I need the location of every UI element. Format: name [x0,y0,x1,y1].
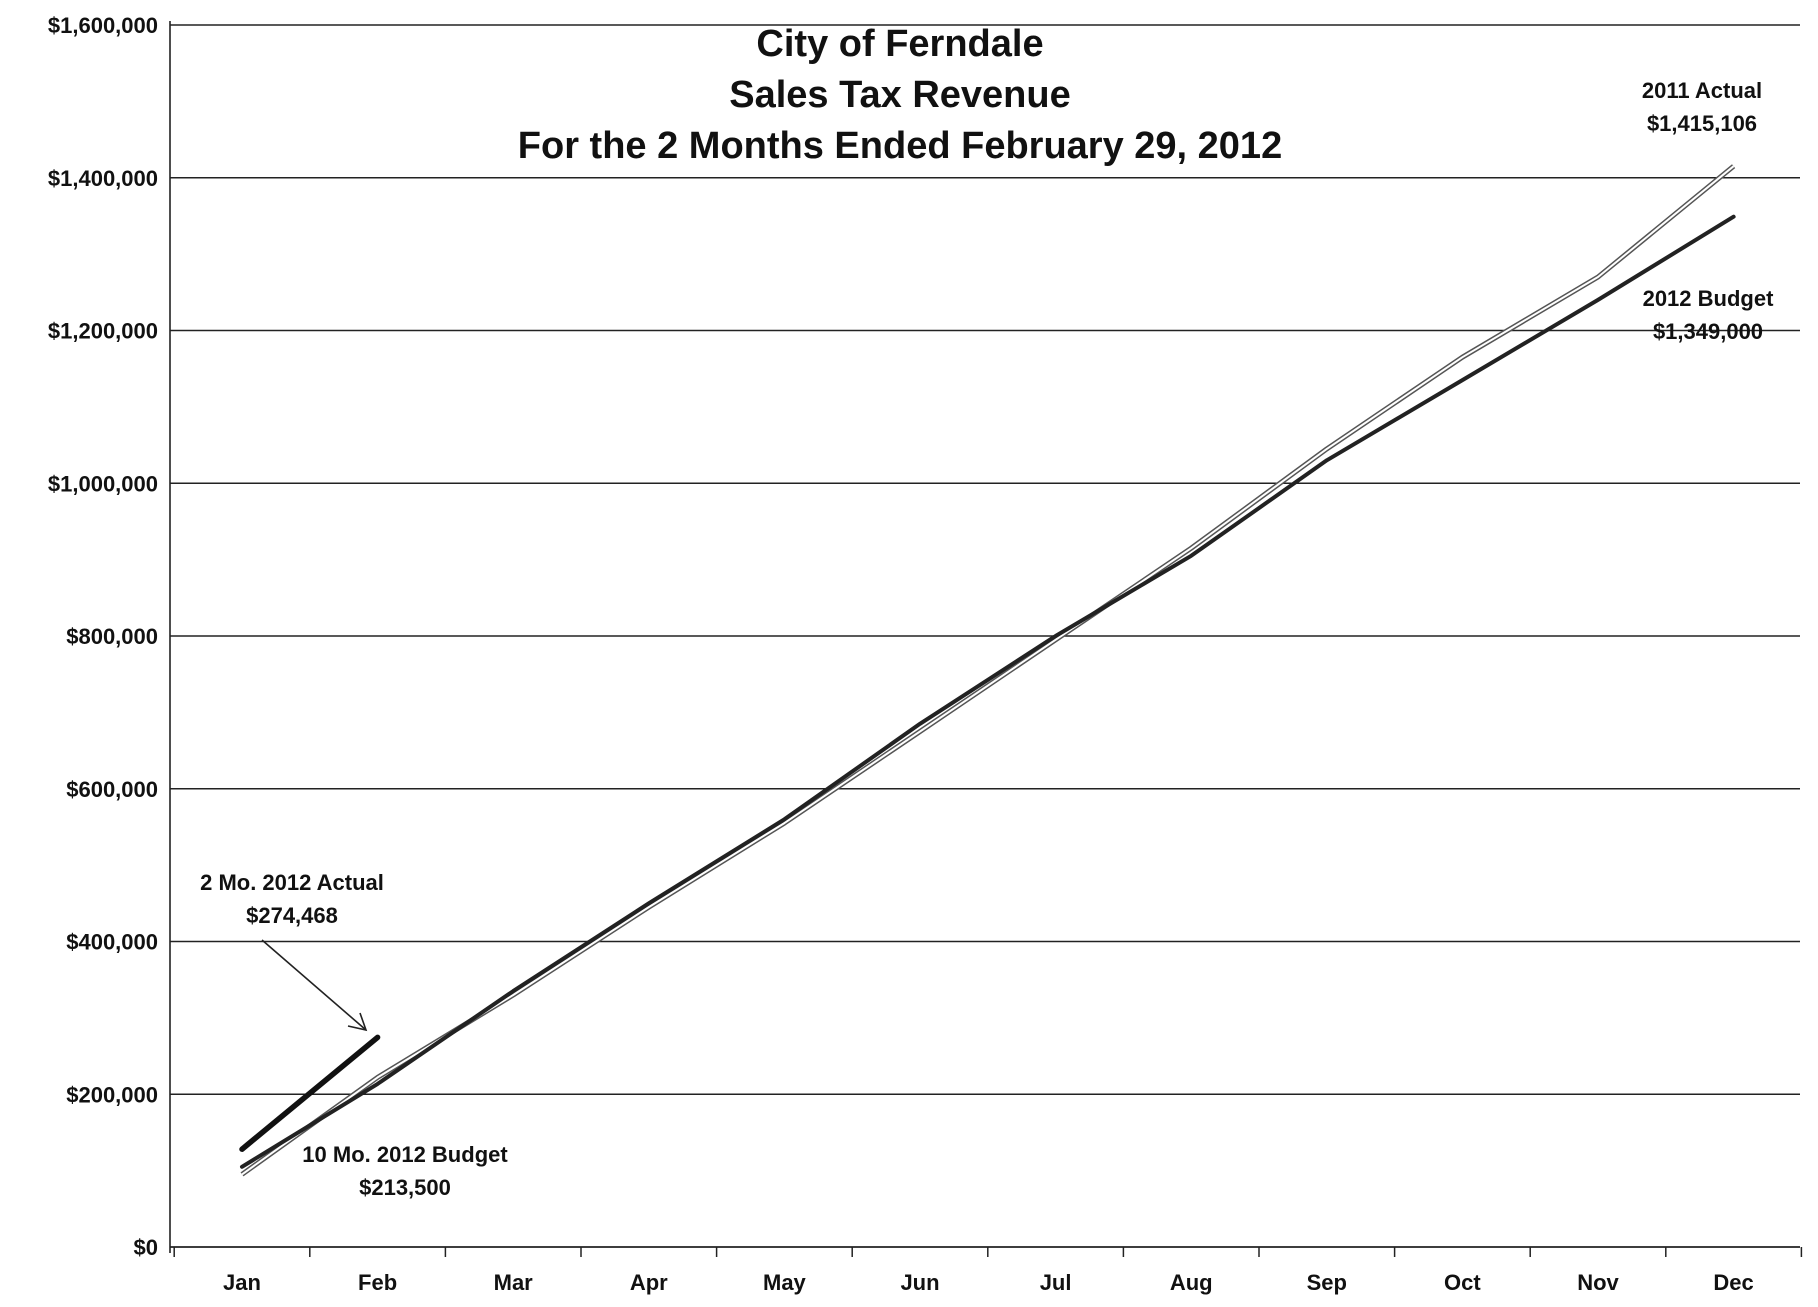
x-tick-label: Jan [223,1270,261,1295]
annotation-2012-budget: 2012 Budget [1643,286,1774,311]
axes: $0 $200,000 $400,000 $600,000 $800,000 $1,000… [48,13,1803,1295]
gridlines [170,24,1800,1096]
annotation-10mo-budget: 10 Mo. 2012 Budget [302,1142,508,1167]
y-tick-label: $600,000 [66,777,158,802]
x-tick-label: Apr [630,1270,668,1295]
chart-title-line: For the 2 Months Ended February 29, 2012 [518,125,1282,167]
annotation-2012-actual: 2 Mo. 2012 Actual [200,870,384,895]
y-tick-label: $1,000,000 [48,471,158,496]
y-tick-label: $800,000 [66,624,158,649]
x-tick-label: Jun [900,1270,939,1295]
y-tick-label: $1,400,000 [48,166,158,191]
y-tick-label: $400,000 [66,930,158,955]
x-tick-label: Aug [1170,1270,1213,1295]
series-line-2012-budget [240,214,1736,1169]
x-tick-label: Dec [1713,1270,1753,1295]
chart-title-line: City of Ferndale [756,23,1043,65]
x-tick-label: Feb [358,1270,397,1295]
series-line-2012-actual [239,1034,381,1152]
y-tick-label: $200,000 [66,1082,158,1107]
x-tick-label: Sep [1307,1270,1347,1295]
x-tick-label: May [763,1270,807,1295]
x-tick-label: Jul [1040,1270,1072,1295]
annotation-arrow-line [261,939,367,1031]
annotation-2012-actual: $274,468 [246,903,338,928]
x-tick-label: Oct [1444,1270,1481,1295]
y-tick-label: $0 [134,1235,158,1260]
x-tick-label: Nov [1577,1270,1619,1295]
series-lines [239,164,1736,1177]
annotation-2011-actual: $1,415,106 [1647,111,1757,136]
annotations: 2011 Actual $1,415,106 2012 Budget $1,349,0… [200,78,1774,1200]
annotation-2011-actual: 2011 Actual [1642,78,1762,103]
annotation-10mo-budget: $213,500 [359,1175,451,1200]
annotation-2012-budget: $1,349,000 [1653,319,1763,344]
chart-title: City of Ferndale Sales Tax Revenue For the… [518,23,1282,167]
annotation-arrow-head [347,1012,368,1032]
y-tick-label: $1,600,000 [48,13,158,38]
chart-title-line: Sales Tax Revenue [729,74,1070,116]
x-tick-label: Mar [494,1270,534,1295]
y-tick-label: $1,200,000 [48,319,158,344]
